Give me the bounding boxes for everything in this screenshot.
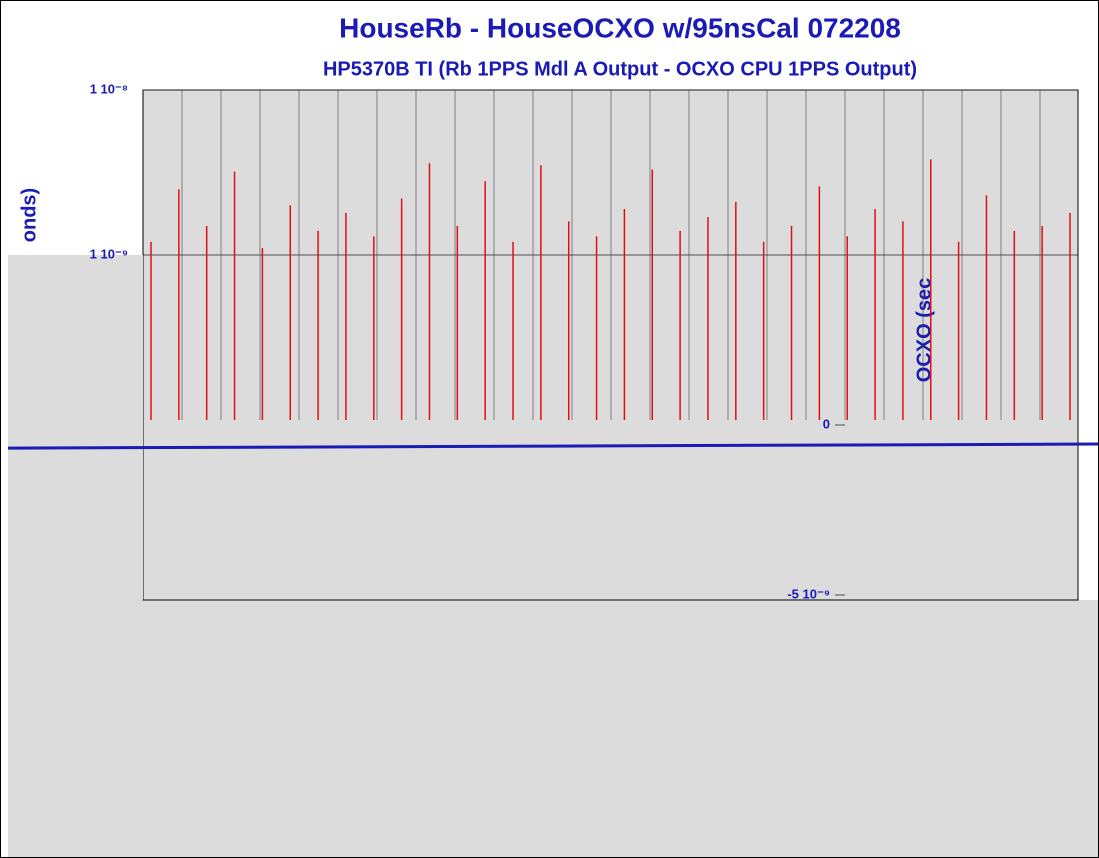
y-tick-label: 1 10⁻⁹	[90, 246, 128, 261]
chart-title: HouseRb - HouseOCXO w/95nsCal 072208	[339, 12, 901, 43]
y-tick-label: 1 10⁻⁸	[90, 81, 128, 96]
plot-area	[142, 89, 1079, 601]
y-tick-label: 0	[823, 416, 830, 431]
trend-line	[7, 442, 1099, 450]
y-axis-label: OCXO (sec	[913, 278, 935, 382]
chart-subtitle: HP5370B TI (Rb 1PPS Mdl A Output - OCXO …	[323, 58, 917, 80]
lower-background	[8, 600, 1098, 857]
y-axis-label: onds)	[18, 188, 40, 242]
plot-area-left	[8, 255, 143, 600]
y-tick-label: -5 10⁻⁹	[787, 586, 830, 601]
